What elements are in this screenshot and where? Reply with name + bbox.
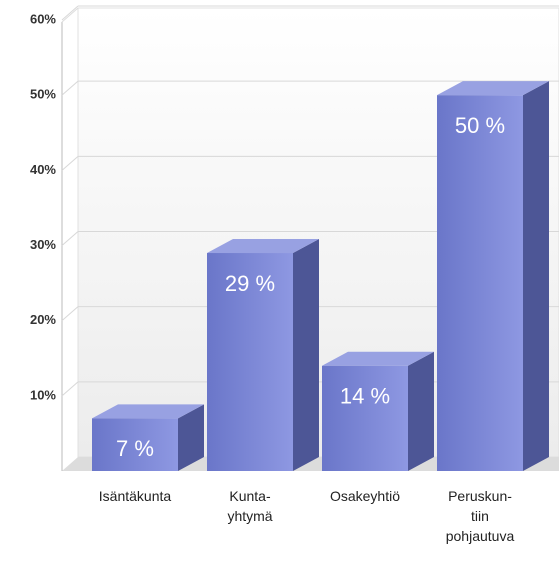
x-tick-label: Isäntäkunta (98, 488, 172, 504)
grid-line-side (61, 306, 79, 322)
bar-side (523, 81, 549, 472)
bar (322, 351, 434, 471)
bar-side (293, 239, 319, 471)
grid-line-side (61, 5, 79, 21)
value-label: 7 % (116, 436, 154, 461)
bar (207, 239, 319, 471)
y-tick-label: 10% (30, 387, 56, 402)
y-tick-label: 60% (30, 11, 56, 26)
bar-top (437, 81, 549, 96)
bar-side (408, 351, 434, 471)
y-tick-label: 20% (30, 312, 56, 327)
grid-line-side (61, 381, 79, 397)
bar (437, 81, 549, 472)
value-label: 14 % (340, 384, 390, 409)
bar-front (92, 418, 178, 471)
grid-line-side (61, 155, 79, 171)
y-tick-label: 40% (30, 162, 56, 177)
x-tick-label: Kunta- yhtymä (227, 488, 273, 524)
grid-line-side (61, 80, 79, 96)
y-tick-label: 50% (30, 87, 56, 102)
bar (92, 404, 204, 471)
bar-top (322, 351, 434, 366)
value-label: 50 % (455, 113, 505, 138)
bar-front (207, 253, 293, 471)
bar-side (178, 404, 204, 471)
y-tick-label: 30% (30, 237, 56, 252)
grid-line-side (61, 231, 79, 246)
x-tick-label: Osakeyhtiö (329, 488, 401, 504)
bar-front (437, 95, 523, 472)
bar-top (92, 404, 204, 419)
value-label: 29 % (225, 271, 275, 296)
wall-edge (61, 7, 79, 23)
bar-top (207, 239, 319, 254)
x-tick-label: Peruskun- tiin pohjautuva (445, 488, 515, 544)
bar-front (322, 365, 408, 471)
